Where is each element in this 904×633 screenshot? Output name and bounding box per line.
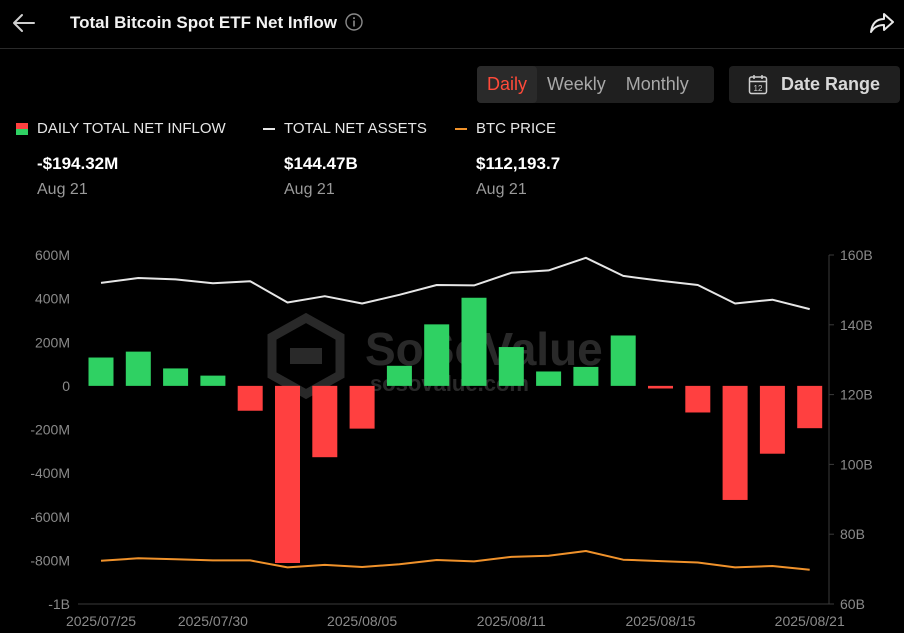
series-lines <box>100 256 810 571</box>
y-left-tick-label: -800M <box>30 552 70 568</box>
inflow-bar <box>610 335 636 386</box>
tab-monthly[interactable]: Monthly <box>625 74 689 94</box>
x-tick-label: 2025/08/05 <box>327 613 397 629</box>
y-axis-left: 600M 400M 200M 0 -200M -400M -600M -800M -1B <box>30 247 70 612</box>
y-axis-right: 160B 140B 120B 100B 80B 60B <box>828 247 873 612</box>
y-left-tick-label: -200M <box>30 422 70 438</box>
share-button[interactable] <box>868 10 896 36</box>
assets-swatch <box>263 127 275 130</box>
inflow-bar <box>237 385 263 411</box>
info-icon[interactable] <box>345 13 363 31</box>
inflow-bar <box>461 297 487 386</box>
y-left-tick-label: -400M <box>30 465 70 481</box>
y-left-tick-label: 400M <box>35 291 70 307</box>
y-right-tick-label: 140B <box>840 317 873 333</box>
total-net-assets-line <box>100 256 810 311</box>
inflow-bar <box>312 385 338 458</box>
y-left-tick-label: 0 <box>62 378 70 394</box>
x-tick-label: 2025/08/11 <box>477 613 546 629</box>
inflow-bar <box>759 385 785 454</box>
y-left-tick-label: 600M <box>35 247 70 263</box>
legend-date-inflow: Aug 21 <box>37 181 88 198</box>
inflow-bar <box>125 351 151 386</box>
legend-date-assets: Aug 21 <box>284 181 335 198</box>
inflow-chart: SoSoValue sosovalue.com 600M400M200M0-20… <box>30 247 873 629</box>
legend-name-price: BTC PRICE <box>476 120 557 137</box>
y-right-tick-label: 60B <box>840 596 865 612</box>
inflow-bars <box>88 297 823 563</box>
price-swatch <box>455 127 467 130</box>
inflow-bar <box>797 385 823 429</box>
x-axis: 2025/07/25 2025/07/30 2025/08/05 2025/08/11… <box>66 603 845 629</box>
app-header: Total Bitcoin Spot ETF Net Inflow <box>0 0 904 49</box>
date-range-label: Date Range <box>781 74 881 94</box>
legend-name-assets: TOTAL NET ASSETS <box>284 120 427 137</box>
calendar-icon: 12 <box>748 75 768 95</box>
inflow-swatch <box>16 122 28 135</box>
legend-name-inflow: DAILY TOTAL NET INFLOW <box>37 120 226 137</box>
x-tick-label: 2025/08/15 <box>625 613 695 629</box>
legend-date-price: Aug 21 <box>476 181 527 198</box>
x-tick-label: 2025/07/25 <box>66 613 136 629</box>
inflow-bar <box>275 385 300 563</box>
legend-value-inflow: -$194.32M <box>37 154 119 173</box>
page-title: Total Bitcoin Spot ETF Net Inflow <box>70 13 337 32</box>
legend-inflow: DAILY TOTAL NET INFLOW -$194.32M Aug 21 <box>16 120 226 199</box>
inflow-bar <box>386 365 412 386</box>
share-arrow-icon <box>870 13 894 33</box>
legend-value-assets: $144.47B <box>284 154 358 173</box>
legend-price: BTC PRICE $112,193.7 Aug 21 <box>455 120 560 199</box>
inflow-bar <box>685 385 711 413</box>
y-right-tick-label: 120B <box>840 387 873 403</box>
inflow-bar <box>536 371 562 386</box>
tab-daily[interactable]: Daily <box>477 66 538 103</box>
inflow-bar <box>88 357 114 386</box>
date-range-button[interactable]: 12 Date Range <box>729 66 900 103</box>
svg-text:12: 12 <box>754 84 763 93</box>
back-button[interactable] <box>10 10 38 36</box>
inflow-bar <box>498 347 524 386</box>
inflow-bar <box>648 385 673 389</box>
x-tick-label: 2025/07/30 <box>178 613 248 629</box>
inflow-bar <box>722 385 748 500</box>
period-tabs: Daily Weekly Monthly <box>477 66 714 103</box>
arrow-left-icon <box>13 14 35 32</box>
inflow-bar <box>200 375 226 386</box>
y-left-tick-label: -1B <box>48 596 70 612</box>
x-tick-label: 2025/08/21 <box>775 613 845 629</box>
inflow-bar <box>573 366 599 386</box>
y-right-tick-label: 80B <box>840 526 865 542</box>
legend-value-price: $112,193.7 <box>476 154 561 173</box>
legend-assets: TOTAL NET ASSETS $144.47B Aug 21 <box>263 120 427 199</box>
btc-price-line <box>100 550 810 571</box>
sosovalue-logo-icon <box>267 312 345 400</box>
y-right-tick-label: 100B <box>840 456 873 472</box>
inflow-bar <box>424 324 450 386</box>
y-right-tick-label: 160B <box>840 247 873 263</box>
inflow-bar <box>163 368 189 386</box>
y-left-tick-label: 200M <box>35 334 70 350</box>
tab-weekly[interactable]: Weekly <box>547 74 606 94</box>
y-left-tick-label: -600M <box>30 509 70 525</box>
inflow-bar <box>349 385 375 429</box>
